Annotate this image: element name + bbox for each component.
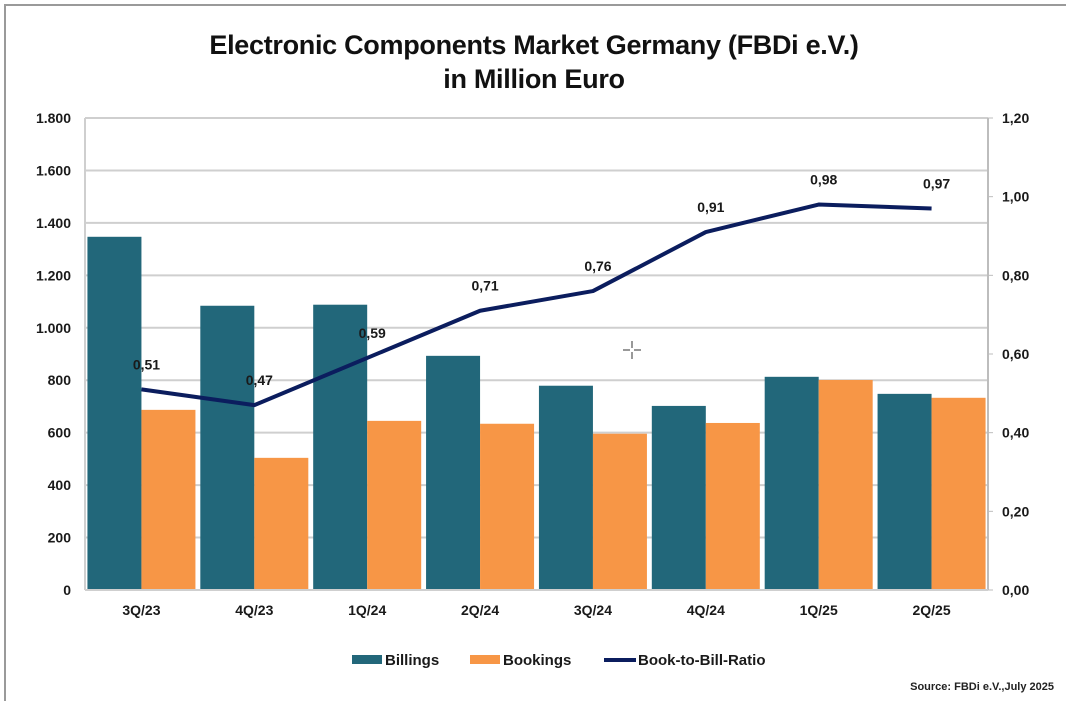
legend-label-bookings: Bookings: [503, 652, 571, 669]
bar-billings: [313, 304, 368, 590]
ratio-data-label: 0,76: [584, 258, 611, 274]
y-left-tick-label: 1.000: [36, 320, 71, 336]
legend-swatch-bookings: [470, 655, 500, 664]
y-left-tick-label: 1.800: [36, 110, 71, 126]
x-tick-label: 3Q/23: [122, 602, 160, 618]
bar-billings: [651, 405, 706, 590]
legend-swatch-billings: [352, 655, 382, 664]
x-tick-label: 2Q/24: [461, 602, 499, 618]
y-left-tick-label: 1.200: [36, 267, 71, 283]
ratio-data-label: 0,91: [697, 199, 724, 215]
y-left-tick-label: 800: [48, 372, 72, 388]
legend-label-ratio: Book-to-Bill-Ratio: [638, 652, 765, 669]
bar-billings: [877, 393, 932, 590]
x-tick-label: 4Q/23: [235, 602, 273, 618]
bar-billings: [538, 385, 593, 590]
y-right-tick-label: 0,80: [1002, 267, 1029, 283]
ratio-data-label: 0,98: [810, 172, 837, 188]
ratio-data-label: 0,59: [359, 325, 386, 341]
legend: Billings Bookings Book-to-Bill-Ratio: [352, 652, 765, 669]
y-left-tick-label: 1.400: [36, 215, 71, 231]
chart-title: Electronic Components Market Germany (FB…: [209, 30, 859, 60]
bar-billings: [87, 236, 142, 590]
bar-bookings: [480, 423, 535, 590]
bar-billings: [426, 355, 481, 590]
ratio-line: [141, 202, 932, 408]
chart-frame: [4, 4, 1066, 701]
y-right-tick-label: 0,40: [1002, 425, 1029, 441]
legend-label-billings: Billings: [385, 652, 439, 669]
ratio-data-label: 0,47: [246, 372, 273, 388]
bar-bookings: [592, 433, 647, 590]
bar-bookings: [818, 379, 873, 590]
y-right-tick-label: 0,20: [1002, 503, 1029, 519]
x-tick-label: 2Q/25: [912, 602, 950, 618]
y-left-tick-label: 1.600: [36, 162, 71, 178]
bar-bookings: [705, 422, 760, 590]
y-left-tick-label: 0: [63, 582, 71, 598]
bar-billings: [200, 305, 255, 590]
x-tick-label: 4Q/24: [687, 602, 725, 618]
x-tick-label: 3Q/24: [574, 602, 612, 618]
ratio-line-group: 0,51 0,47 0,59 0,71 0,76 0,91 0,98 0,97: [133, 172, 950, 408]
ratio-data-label: 0,97: [923, 175, 950, 191]
bar-bookings: [931, 397, 986, 590]
bar-bookings: [141, 409, 196, 590]
x-tick-label: 1Q/24: [348, 602, 386, 618]
bar-billings: [764, 376, 819, 590]
bar-bookings: [254, 457, 309, 590]
x-tick-label: 1Q/25: [800, 602, 838, 618]
bars: [87, 236, 986, 590]
source-note: Source: FBDi e.V.,July 2025: [910, 681, 1054, 693]
chart-subtitle: in Million Euro: [443, 64, 625, 94]
y-left-tick-label: 200: [48, 530, 72, 546]
y-left-tick-label: 600: [48, 425, 72, 441]
bar-bookings: [367, 420, 422, 590]
ratio-data-label: 0,71: [471, 278, 498, 294]
axes: 0 200 400 600 800 1.000 1.200 1.400 1.600 1.800 0,…: [36, 110, 1030, 618]
y-right-tick-label: 0,00: [1002, 582, 1029, 598]
crosshair-cursor-icon: [623, 341, 641, 359]
y-left-tick-label: 400: [48, 477, 72, 493]
y-right-tick-label: 1,00: [1002, 189, 1029, 205]
y-right-tick-label: 0,60: [1002, 346, 1029, 362]
ratio-data-label: 0,51: [133, 356, 160, 372]
y-right-tick-label: 1,20: [1002, 110, 1029, 126]
